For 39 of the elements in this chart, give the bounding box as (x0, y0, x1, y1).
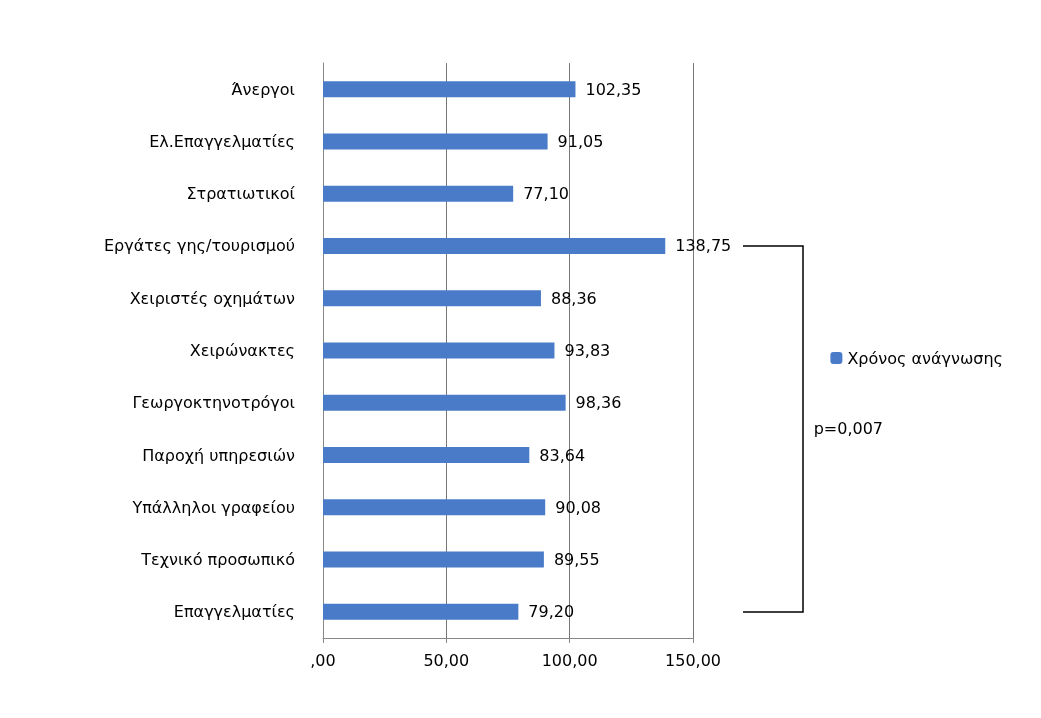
x-tick-label: 100,00 (541, 650, 598, 670)
data-label: 79,20 (528, 602, 575, 622)
data-label: 89,55 (553, 550, 600, 570)
data-label: 88,36 (550, 288, 597, 308)
bar (323, 133, 548, 150)
y-tick-label: Παροχή υπηρεσιών (142, 445, 296, 465)
data-label: 138,75 (675, 236, 732, 256)
y-tick-label: Ελ.Επαγγελματίες (149, 131, 295, 151)
y-tick-label: Χειριστές οχημάτων (129, 288, 296, 308)
bar (323, 394, 566, 411)
text: p=0,007 (813, 418, 884, 438)
bar (323, 342, 555, 359)
x-tick-label: 50,00 (423, 650, 470, 670)
bar (323, 290, 541, 307)
x-tick-label: ,00 (310, 650, 336, 670)
legend-label: Χρόνος ανάγνωσης (847, 348, 1004, 368)
bar (323, 237, 666, 254)
y-tick-label: Τεχνικό προσωπικό (140, 550, 295, 570)
y-tick-label: Στρατιωτικοί (186, 184, 296, 204)
y-tick-label: Χειρώνακτες (189, 341, 295, 360)
bar (323, 185, 514, 202)
bar (323, 551, 544, 568)
y-tick-label: Άνεργοι (231, 79, 295, 99)
x-tick-label: 150,00 (665, 650, 721, 670)
data-label: 93,83 (564, 341, 611, 360)
data-label: 102,35 (585, 79, 642, 99)
bar (323, 603, 519, 620)
data-label: 77,10 (523, 184, 569, 204)
y-tick-label: Εργάτες γης/τουρισμού (103, 236, 295, 256)
data-label: 90,08 (555, 497, 602, 517)
bar (323, 81, 576, 98)
y-tick-label: Υπάλληλοι γραφείου (131, 497, 295, 517)
y-tick-label: Γεωργοκτηνοτρόγοι (132, 393, 295, 413)
data-label: 83,64 (539, 445, 586, 465)
bar (323, 447, 530, 464)
data-label: 91,05 (557, 131, 604, 151)
y-tick-label: Επαγγελματίες (173, 602, 295, 622)
bar (323, 499, 546, 516)
data-label: 98,36 (575, 393, 622, 413)
